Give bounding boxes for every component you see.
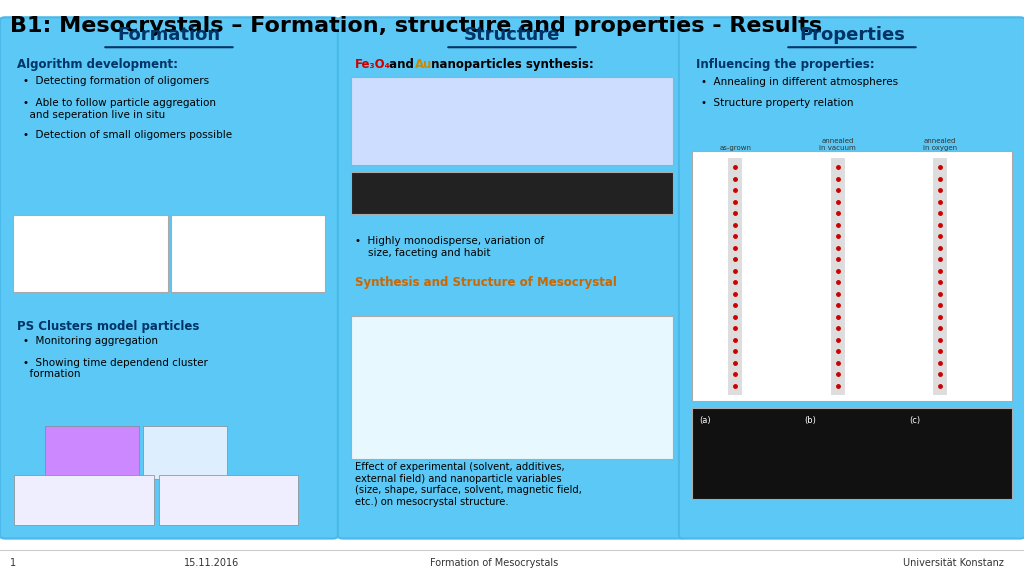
FancyBboxPatch shape bbox=[0, 17, 338, 539]
Text: Synthesis and Structure of Mesocrystal: Synthesis and Structure of Mesocrystal bbox=[355, 276, 617, 290]
FancyBboxPatch shape bbox=[351, 77, 673, 165]
Text: nanoparticles synthesis:: nanoparticles synthesis: bbox=[427, 58, 593, 71]
FancyBboxPatch shape bbox=[679, 17, 1024, 539]
Text: •  Able to follow particle aggregation
  and seperation live in situ: • Able to follow particle aggregation an… bbox=[23, 98, 215, 120]
Text: 15.11.2016: 15.11.2016 bbox=[184, 558, 240, 569]
Text: annealed
in vacuum: annealed in vacuum bbox=[819, 138, 856, 151]
Text: •  Detection of small oligomers possible: • Detection of small oligomers possible bbox=[23, 130, 231, 139]
Text: Fe₃O₄: Fe₃O₄ bbox=[355, 58, 391, 71]
Text: PS Clusters model particles: PS Clusters model particles bbox=[17, 320, 200, 333]
Text: and: and bbox=[385, 58, 418, 71]
FancyBboxPatch shape bbox=[692, 151, 1012, 401]
Text: Au: Au bbox=[415, 58, 432, 71]
Text: Formation: Formation bbox=[118, 25, 220, 44]
Text: B1: Mesocrystals – Formation, structure and properties - Results: B1: Mesocrystals – Formation, structure … bbox=[10, 16, 822, 36]
Text: Effect of experimental (solvent, additives,
external field) and nanoparticle var: Effect of experimental (solvent, additiv… bbox=[355, 462, 583, 507]
FancyBboxPatch shape bbox=[692, 408, 1012, 499]
Text: (a): (a) bbox=[699, 416, 711, 426]
Text: annealed
in oxygen: annealed in oxygen bbox=[923, 138, 957, 151]
FancyBboxPatch shape bbox=[159, 475, 298, 525]
FancyBboxPatch shape bbox=[13, 215, 168, 292]
FancyBboxPatch shape bbox=[351, 172, 673, 214]
Text: Algorithm development:: Algorithm development: bbox=[17, 58, 178, 71]
Text: Formation of Mesocrystals: Formation of Mesocrystals bbox=[430, 558, 558, 569]
FancyBboxPatch shape bbox=[14, 475, 154, 525]
Text: •  Annealing in different atmospheres: • Annealing in different atmospheres bbox=[701, 77, 899, 86]
Text: •  Detecting formation of oligomers: • Detecting formation of oligomers bbox=[23, 76, 209, 86]
Text: •  Structure property relation: • Structure property relation bbox=[701, 98, 854, 108]
Text: Universität Konstanz: Universität Konstanz bbox=[902, 558, 1004, 569]
FancyBboxPatch shape bbox=[143, 426, 227, 479]
Text: (c): (c) bbox=[909, 416, 921, 426]
Text: Structure: Structure bbox=[464, 25, 560, 44]
FancyBboxPatch shape bbox=[171, 215, 326, 292]
Text: 1: 1 bbox=[10, 558, 16, 569]
Text: Properties: Properties bbox=[799, 25, 905, 44]
FancyBboxPatch shape bbox=[351, 316, 673, 459]
Text: (b): (b) bbox=[805, 416, 816, 426]
Text: as-grown: as-grown bbox=[719, 146, 752, 151]
FancyBboxPatch shape bbox=[338, 17, 686, 539]
Text: •  Highly monodisperse, variation of
    size, faceting and habit: • Highly monodisperse, variation of size… bbox=[355, 236, 545, 258]
FancyBboxPatch shape bbox=[45, 426, 139, 479]
Text: •  Monitoring aggregation: • Monitoring aggregation bbox=[23, 336, 158, 346]
Text: Influencing the properties:: Influencing the properties: bbox=[696, 58, 874, 71]
Text: •  Showing time dependend cluster
  formation: • Showing time dependend cluster formati… bbox=[23, 358, 208, 379]
